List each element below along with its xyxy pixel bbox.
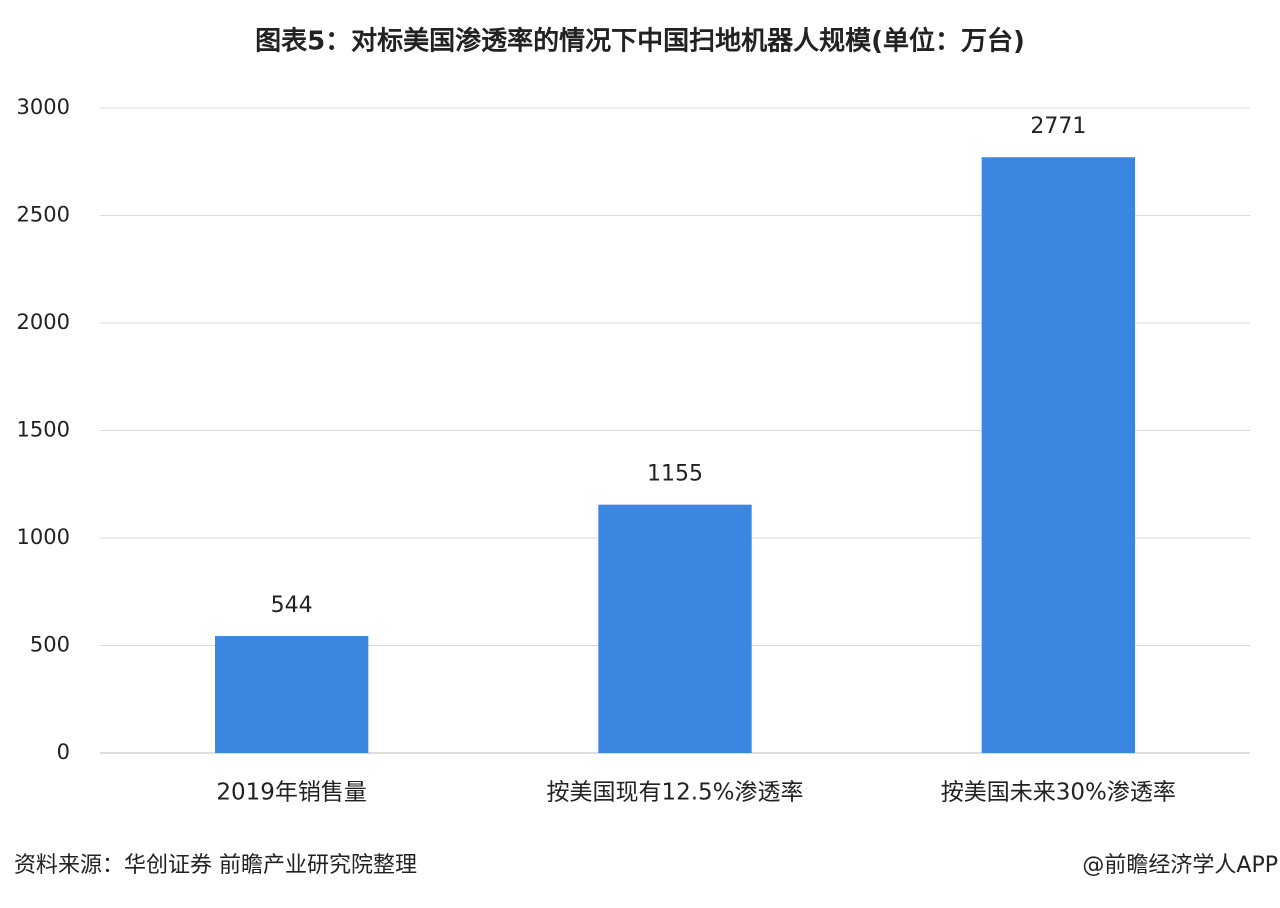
y-tick-label: 500 xyxy=(30,633,70,657)
x-tick-label: 2019年销售量 xyxy=(216,780,367,806)
y-tick-label: 2000 xyxy=(17,310,70,334)
credit: @前瞻经济学人APP xyxy=(1082,853,1278,878)
y-tick-label: 0 xyxy=(57,740,70,764)
bar xyxy=(215,636,369,753)
x-tick-label: 按美国现有12.5%渗透率 xyxy=(546,780,803,806)
bar xyxy=(981,157,1135,754)
bar xyxy=(598,504,752,753)
source-note: 资料来源：华创证券 前瞻产业研究院整理 xyxy=(14,853,417,878)
value-label: 544 xyxy=(271,593,313,618)
value-label: 1155 xyxy=(647,462,703,487)
y-tick-label: 1000 xyxy=(17,525,70,549)
x-tick-label: 按美国未来30%渗透率 xyxy=(941,780,1176,806)
chart-title: 图表5：对标美国渗透率的情况下中国扫地机器人规模(单位：万台) xyxy=(255,26,1025,57)
y-tick-label: 2500 xyxy=(17,203,70,227)
y-tick-label: 3000 xyxy=(17,95,70,119)
value-label: 2771 xyxy=(1030,114,1086,139)
y-tick-label: 1500 xyxy=(17,418,70,442)
